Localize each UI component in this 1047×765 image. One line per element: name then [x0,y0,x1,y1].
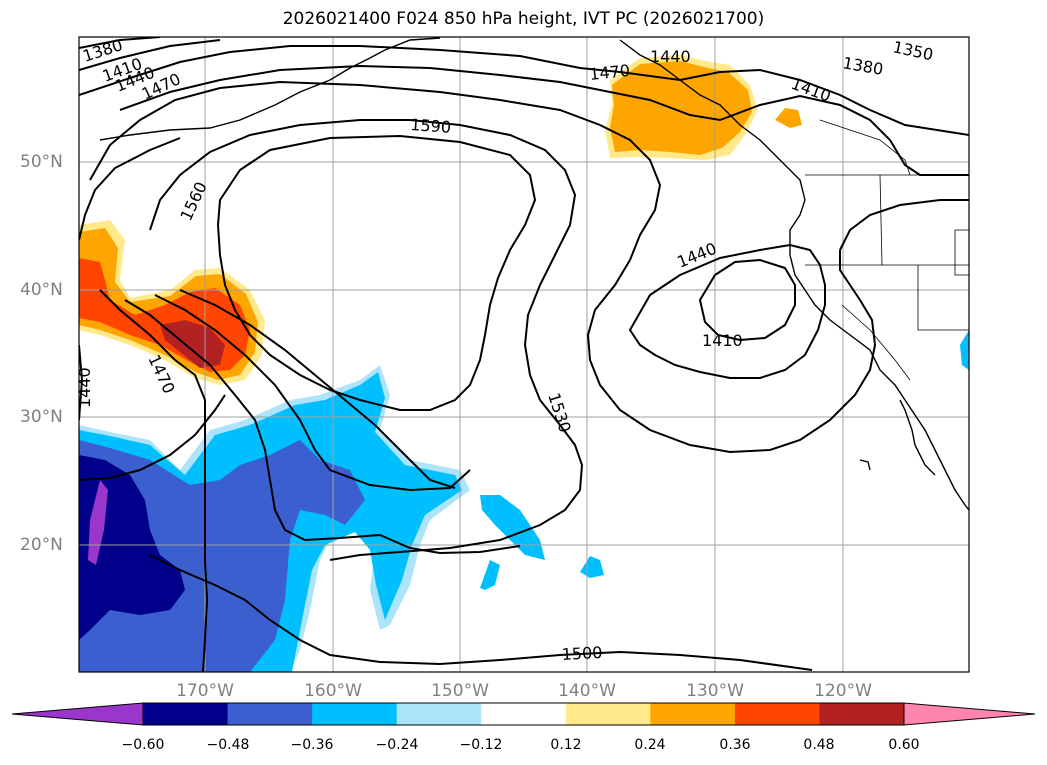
lon-label: 120°W [814,681,872,701]
colorbar-tick: 0.60 [888,737,920,753]
lat-label: 30°N [20,407,63,427]
contour-label: 1380 [841,53,884,79]
lat-label: 40°N [20,280,63,300]
colorbar-tick: 0.12 [550,737,582,753]
contour-label: 1470 [588,61,630,84]
lon-label: 160°W [304,681,362,701]
contour-label: 1350 [891,37,935,64]
borders [805,119,969,381]
gridlines [79,37,969,672]
lon-label: 150°W [431,681,489,701]
colorbar-tick: 0.24 [634,737,666,753]
colorbar-tick: −0.24 [375,737,419,753]
lat-label: 50°N [20,152,63,172]
lon-label: 130°W [686,681,744,701]
lon-label: 140°W [558,681,616,701]
colorbar-tick: −0.12 [459,737,503,753]
colorbar-tick: −0.36 [290,737,334,753]
positive-ivt-field-northeast [605,55,802,160]
contour-label: 1440 [650,47,691,66]
lon-label: 170°W [176,681,234,701]
height-contours [79,37,969,672]
map-frame [78,36,970,673]
colorbar-tick: 0.48 [803,737,835,753]
map-title: 2026021400 F024 850 hPa height, IVT PC (… [282,9,765,29]
negative-ivt-field [79,330,969,672]
contour-label: 1530 [544,390,575,435]
colorbar-tick: −0.60 [121,737,165,753]
contour-label: 1560 [176,179,210,224]
colorbar-tick: −0.48 [206,737,250,753]
contour-label: 1590 [410,115,452,137]
contour-label: 1410 [789,74,834,106]
contour-label: 1410 [702,331,743,350]
lat-label: 20°N [20,535,63,555]
contour-label: 1500 [561,643,603,664]
contour-label: 1440 [75,367,94,408]
colorbar-tick: 0.36 [719,737,751,753]
